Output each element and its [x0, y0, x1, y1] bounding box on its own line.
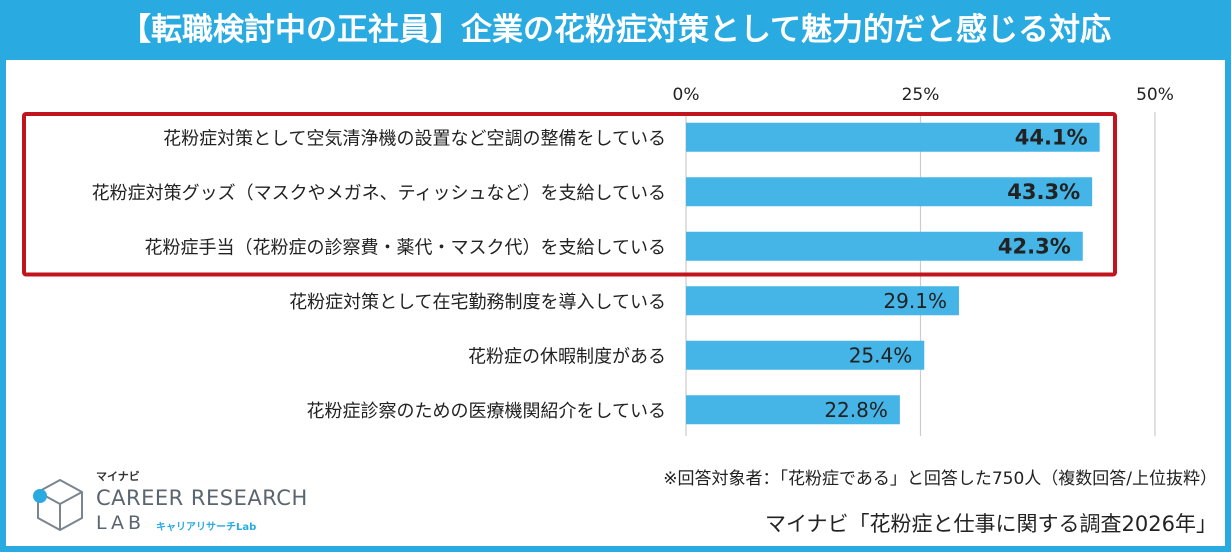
x-tick-label: 25% — [902, 85, 940, 105]
data-label: 42.3% — [998, 234, 1071, 258]
respondent-note: ※回答対象者：「花粉症である」と回答した750人（複数回答/上位抜粋） — [663, 469, 1217, 489]
source-label: マイナビ「花粉症と仕事に関する調査2026年」 — [764, 512, 1217, 536]
logo-subtitle: キャリアリサーチLab — [156, 522, 257, 533]
category-label: 花粉症対策として在宅勤務制度を導入している — [289, 292, 666, 313]
bar — [686, 286, 959, 316]
category-label: 花粉症手当（花粉症の診察費・薬代・マスク代）を支給している — [145, 237, 666, 258]
logo-brand: マイナビ — [96, 470, 140, 483]
logo: マイナビ CAREER RESEARCH LAB キャリアリサーチLab — [30, 468, 307, 538]
data-label: 43.3% — [1007, 180, 1080, 204]
logo-lab: LAB — [96, 512, 146, 534]
data-label: 44.1% — [1015, 125, 1088, 149]
x-tick-label: 50% — [1136, 85, 1174, 105]
data-label: 25.4% — [849, 343, 913, 367]
category-label: 花粉症の休暇制度がある — [468, 346, 666, 367]
bar — [686, 395, 900, 425]
category-label: 花粉症対策として空気清浄機の設置など空調の整備をしている — [163, 128, 666, 149]
data-label: 29.1% — [883, 289, 947, 313]
chart-title: 【転職検討中の正社員】企業の花粉症対策として魅力的だと感じる対応 — [119, 12, 1112, 48]
category-label: 花粉症対策グッズ（マスクやメガネ、ティッシュなど）を支給している — [92, 183, 666, 204]
title-bar: 【転職検討中の正社員】企業の花粉症対策として魅力的だと感じる対応 — [0, 0, 1231, 60]
cube-logo-icon — [33, 478, 83, 532]
data-label: 22.8% — [824, 398, 888, 422]
bar — [686, 231, 1083, 261]
highlight-box — [22, 112, 1117, 277]
category-label: 花粉症診察のための医療機関紹介をしている — [307, 401, 666, 422]
bar — [686, 177, 1093, 207]
logo-title: CAREER RESEARCH — [96, 486, 308, 510]
bar — [686, 122, 1100, 152]
x-tick-label: 0% — [673, 85, 700, 105]
bar — [686, 340, 925, 370]
